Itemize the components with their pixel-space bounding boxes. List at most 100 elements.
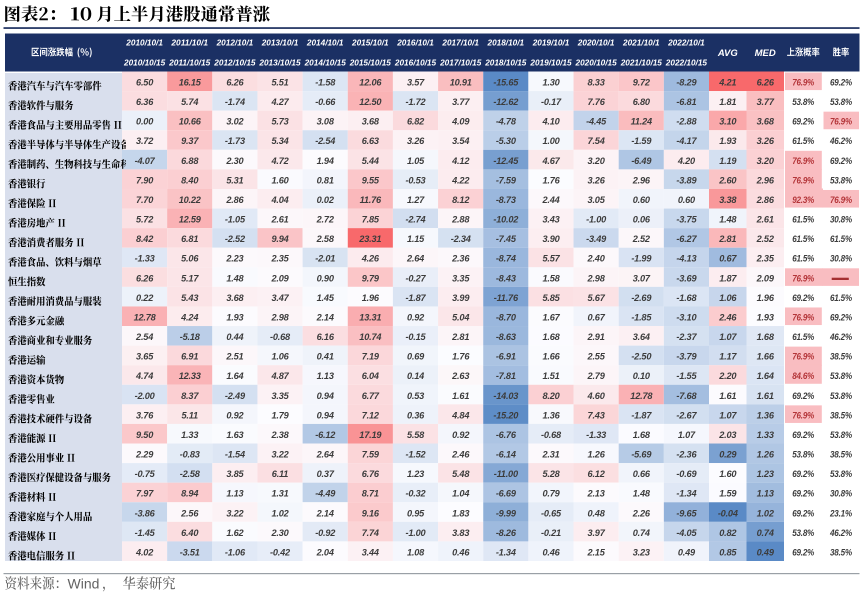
svg-text:1.07: 1.07 — [678, 430, 696, 440]
svg-text:1.66: 1.66 — [542, 352, 560, 362]
svg-text:-0.75: -0.75 — [135, 469, 156, 479]
svg-text:MED: MED — [755, 48, 776, 59]
svg-text:2.79: 2.79 — [587, 371, 606, 381]
svg-text:1.51: 1.51 — [542, 371, 559, 381]
svg-text:1.61: 1.61 — [452, 391, 469, 401]
svg-text:1.27: 1.27 — [407, 195, 425, 205]
svg-text:46.2%: 46.2% — [829, 528, 852, 538]
svg-text:61.5%: 61.5% — [792, 136, 814, 146]
svg-text:2022/10/1: 2022/10/1 — [667, 38, 705, 48]
svg-text:1.60: 1.60 — [271, 175, 289, 185]
svg-text:1.19: 1.19 — [719, 156, 737, 166]
svg-text:53.8%: 53.8% — [830, 175, 852, 185]
svg-text:2.30: 2.30 — [270, 528, 289, 538]
svg-text:-1.85: -1.85 — [631, 313, 652, 323]
svg-text:8.12: 8.12 — [452, 195, 470, 205]
svg-text:-4.13: -4.13 — [676, 254, 696, 264]
svg-text:2.13: 2.13 — [587, 489, 605, 499]
svg-text:61.5%: 61.5% — [792, 254, 814, 264]
svg-text:-0.92: -0.92 — [315, 528, 336, 538]
svg-text:-6.76: -6.76 — [496, 430, 517, 440]
svg-text:1.68: 1.68 — [542, 332, 560, 342]
svg-text:1.96: 1.96 — [757, 293, 775, 303]
svg-text:-8.73: -8.73 — [496, 195, 516, 205]
svg-text:0.22: 0.22 — [136, 293, 154, 303]
svg-text:0.67: 0.67 — [719, 254, 737, 264]
svg-text:3.77: 3.77 — [452, 97, 470, 107]
svg-text:2.61: 2.61 — [270, 215, 288, 225]
svg-text:3.64: 3.64 — [633, 332, 650, 342]
svg-text:3.05: 3.05 — [588, 195, 606, 205]
svg-text:1.79: 1.79 — [271, 410, 289, 420]
svg-text:4.60: 4.60 — [587, 391, 606, 401]
svg-text:6.81: 6.81 — [181, 234, 198, 244]
svg-text:8.94: 8.94 — [181, 489, 198, 499]
svg-text:3.08: 3.08 — [317, 117, 335, 127]
svg-text:4.67: 4.67 — [541, 156, 560, 166]
svg-text:17.19: 17.19 — [359, 430, 382, 440]
svg-text:12.59: 12.59 — [179, 215, 202, 225]
svg-text:5.85: 5.85 — [542, 293, 560, 303]
svg-text:-6.81: -6.81 — [676, 97, 696, 107]
svg-text:1.05: 1.05 — [407, 156, 425, 166]
svg-text:5.04: 5.04 — [452, 313, 469, 323]
svg-text:2016/10/1: 2016/10/1 — [396, 38, 434, 48]
svg-text:3.97: 3.97 — [588, 528, 606, 538]
svg-text:1.33: 1.33 — [181, 430, 198, 440]
svg-text:0.92: 0.92 — [226, 410, 244, 420]
svg-text:-6.69: -6.69 — [496, 489, 517, 499]
svg-text:3.65: 3.65 — [136, 352, 154, 362]
svg-text:-3.69: -3.69 — [676, 273, 697, 283]
svg-text:53.8%: 53.8% — [830, 371, 852, 381]
svg-text:2018/10/1: 2018/10/1 — [487, 38, 525, 48]
svg-text:9.37: 9.37 — [181, 136, 199, 146]
svg-text:-0.83: -0.83 — [180, 450, 200, 460]
svg-text:3.57: 3.57 — [407, 78, 425, 88]
svg-text:3.22: 3.22 — [271, 450, 289, 460]
svg-text:2.03: 2.03 — [718, 430, 736, 440]
svg-text:1.68: 1.68 — [757, 332, 775, 342]
svg-text:3.38: 3.38 — [719, 195, 737, 205]
svg-text:5.28: 5.28 — [542, 469, 560, 479]
svg-text:6.80: 6.80 — [633, 97, 651, 107]
svg-text:-5.30: -5.30 — [496, 136, 517, 146]
svg-text:30.8%: 30.8% — [830, 215, 852, 225]
svg-text:8.37: 8.37 — [181, 391, 199, 401]
svg-text:0.02: 0.02 — [317, 195, 335, 205]
svg-text:46.2%: 46.2% — [829, 332, 852, 342]
svg-text:69.2%: 69.2% — [792, 391, 814, 401]
svg-text:2.40: 2.40 — [587, 254, 606, 264]
svg-text:53.8%: 53.8% — [830, 391, 852, 401]
svg-text:53.8%: 53.8% — [792, 528, 814, 538]
svg-text:0.67: 0.67 — [588, 313, 606, 323]
svg-text:1.81: 1.81 — [719, 97, 736, 107]
svg-text:2.30: 2.30 — [225, 156, 244, 166]
svg-text:3.35: 3.35 — [271, 391, 289, 401]
svg-text:92.3%: 92.3% — [792, 195, 814, 205]
svg-text:2.96: 2.96 — [632, 175, 651, 185]
svg-text:4.10: 4.10 — [541, 117, 560, 127]
svg-text:3.47: 3.47 — [271, 293, 289, 303]
svg-text:-1.72: -1.72 — [406, 97, 427, 107]
svg-text:-5.18: -5.18 — [180, 332, 201, 342]
svg-text:7.59: 7.59 — [362, 450, 380, 460]
svg-text:3.20: 3.20 — [588, 156, 606, 166]
svg-text:0.85: 0.85 — [719, 547, 737, 557]
svg-text:2.63: 2.63 — [451, 371, 469, 381]
svg-text:6.63: 6.63 — [362, 136, 379, 146]
svg-text:-2.54: -2.54 — [315, 136, 335, 146]
svg-text:-8.29: -8.29 — [676, 78, 697, 88]
svg-text:3.85: 3.85 — [226, 469, 244, 479]
svg-text:-4.07: -4.07 — [135, 156, 156, 166]
svg-text:12.33: 12.33 — [179, 371, 201, 381]
svg-text:1.93: 1.93 — [226, 313, 243, 323]
svg-text:2.14: 2.14 — [316, 508, 334, 518]
svg-text:6.11: 6.11 — [272, 469, 288, 479]
svg-text:0.41: 0.41 — [317, 352, 334, 362]
svg-text:3.26: 3.26 — [588, 175, 606, 185]
svg-text:-0.32: -0.32 — [406, 489, 427, 499]
svg-text:1.06: 1.06 — [719, 293, 737, 303]
svg-text:1.36: 1.36 — [542, 410, 560, 420]
svg-text:-7.59: -7.59 — [496, 175, 517, 185]
svg-text:-1.87: -1.87 — [406, 293, 427, 303]
